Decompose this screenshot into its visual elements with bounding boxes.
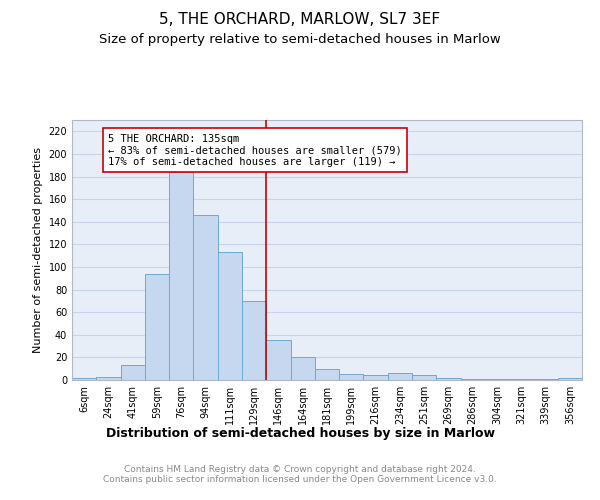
Bar — [339, 374, 364, 380]
Bar — [145, 274, 169, 380]
Bar — [509, 379, 533, 380]
Bar — [242, 301, 266, 380]
Text: 5, THE ORCHARD, MARLOW, SL7 3EF: 5, THE ORCHARD, MARLOW, SL7 3EF — [160, 12, 440, 28]
Bar — [485, 379, 509, 380]
Bar — [558, 378, 582, 380]
Bar — [218, 252, 242, 380]
Y-axis label: Number of semi-detached properties: Number of semi-detached properties — [33, 147, 43, 353]
Text: Size of property relative to semi-detached houses in Marlow: Size of property relative to semi-detach… — [99, 32, 501, 46]
Bar — [193, 215, 218, 380]
Bar — [412, 376, 436, 380]
Bar — [266, 340, 290, 380]
Bar — [121, 366, 145, 380]
Text: 5 THE ORCHARD: 135sqm
← 83% of semi-detached houses are smaller (579)
17% of sem: 5 THE ORCHARD: 135sqm ← 83% of semi-deta… — [109, 134, 402, 167]
Text: Distribution of semi-detached houses by size in Marlow: Distribution of semi-detached houses by … — [106, 428, 494, 440]
Bar — [388, 373, 412, 380]
Bar — [96, 376, 121, 380]
Bar — [315, 368, 339, 380]
Bar — [533, 379, 558, 380]
Bar — [290, 358, 315, 380]
Bar — [364, 376, 388, 380]
Bar — [169, 172, 193, 380]
Bar — [436, 378, 461, 380]
Bar — [72, 378, 96, 380]
Text: Contains HM Land Registry data © Crown copyright and database right 2024.
Contai: Contains HM Land Registry data © Crown c… — [103, 465, 497, 484]
Bar — [461, 379, 485, 380]
